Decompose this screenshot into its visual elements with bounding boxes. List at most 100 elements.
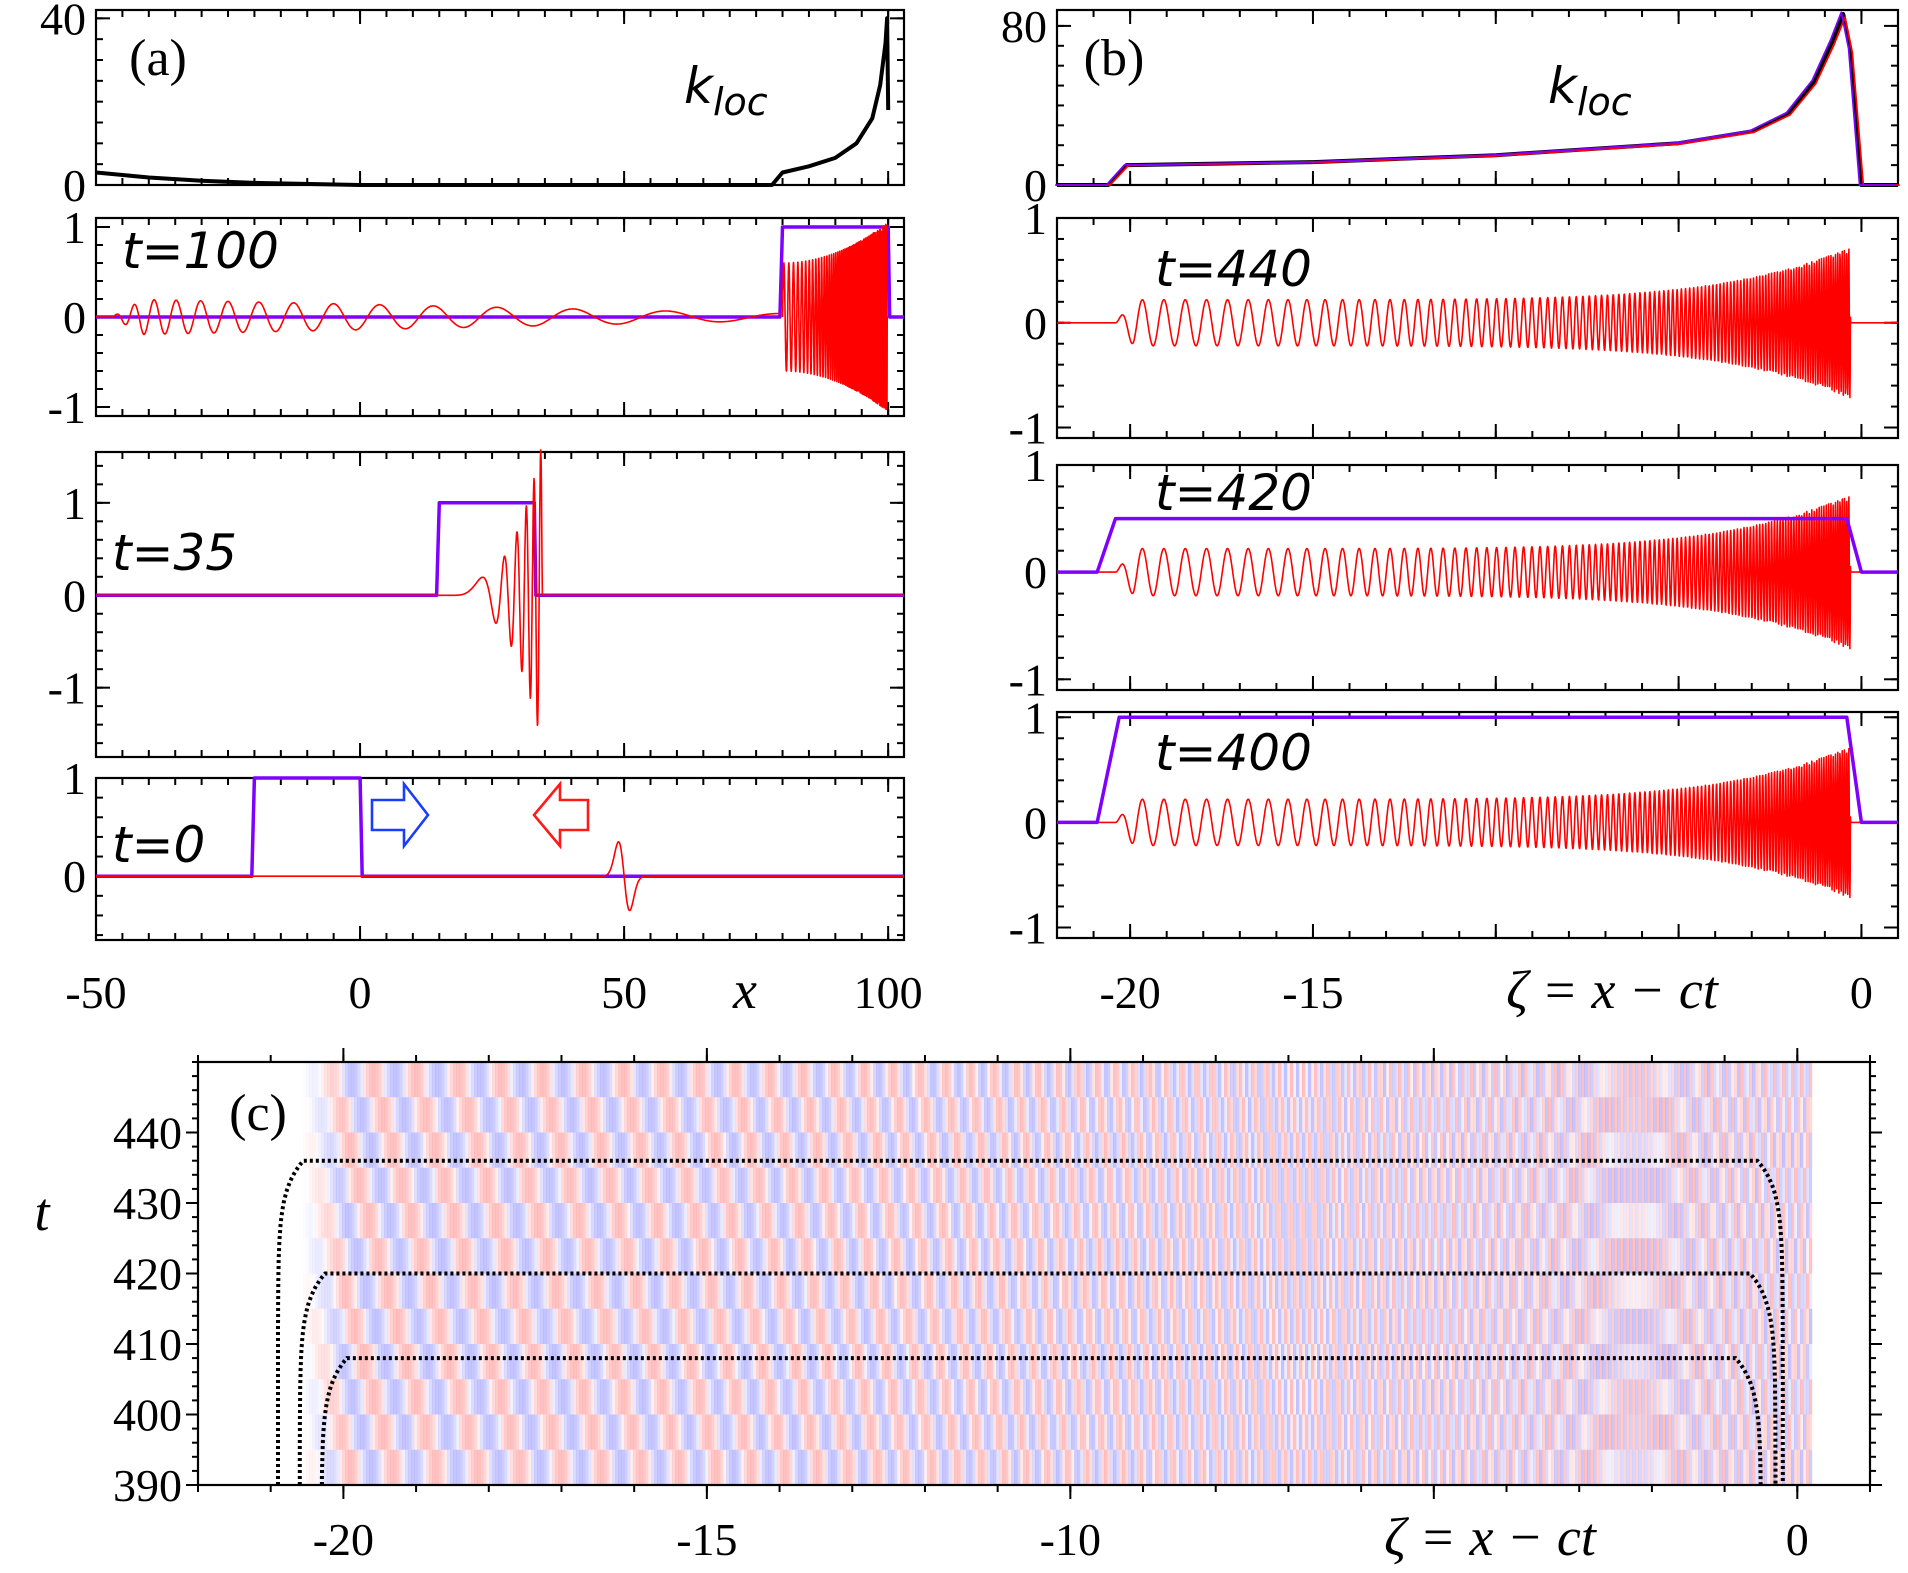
heatmap-cell	[555, 1238, 559, 1274]
heatmap-cell	[1044, 1097, 1048, 1133]
heatmap-cell	[903, 1238, 907, 1274]
heatmap-cell	[789, 1308, 793, 1344]
heatmap-cell	[1302, 1344, 1306, 1380]
heatmap-cell	[663, 1097, 667, 1133]
heatmap-cell	[432, 1062, 436, 1098]
heatmap-cell	[561, 1273, 565, 1309]
heatmap-cell	[330, 1414, 334, 1450]
heatmap-cell	[585, 1062, 589, 1098]
heatmap-cell	[537, 1308, 541, 1344]
heatmap-cell	[1299, 1379, 1303, 1415]
heatmap-cell	[771, 1203, 775, 1239]
heatmap-cell	[1323, 1167, 1327, 1203]
heatmap-cell	[648, 1379, 652, 1415]
heatmap-cell	[1104, 1273, 1108, 1309]
heatmap-cell	[315, 1308, 319, 1344]
heatmap-cell	[1224, 1449, 1228, 1485]
heatmap-cell	[1035, 1238, 1039, 1274]
heatmap-cell	[555, 1132, 559, 1168]
heatmap-cell	[1308, 1308, 1312, 1344]
heatmap-cell	[408, 1273, 412, 1309]
heatmap-cell	[801, 1414, 805, 1450]
heatmap-cell	[660, 1062, 664, 1098]
heatmap-cell	[399, 1132, 403, 1168]
heatmap-cell	[708, 1449, 712, 1485]
heatmap-cell	[795, 1167, 799, 1203]
heatmap-cell	[831, 1203, 835, 1239]
heatmap-cell	[552, 1414, 556, 1450]
heatmap-cell	[1104, 1379, 1108, 1415]
heatmap-cell	[837, 1414, 841, 1450]
heatmap-cell	[669, 1167, 673, 1203]
heatmap-cell	[405, 1379, 409, 1415]
heatmap-cell	[450, 1167, 454, 1203]
heatmap-cell	[912, 1273, 916, 1309]
heatmap-cell	[519, 1344, 523, 1380]
heatmap-cell	[1230, 1379, 1234, 1415]
heatmap-cell	[453, 1449, 457, 1485]
heatmap-cell	[714, 1308, 718, 1344]
heatmap-cell	[774, 1238, 778, 1274]
heatmap-cell	[354, 1097, 358, 1133]
heatmap-cell	[408, 1344, 412, 1380]
heatmap-cell	[909, 1132, 913, 1168]
heatmap-cell	[639, 1308, 643, 1344]
heatmap-cell	[1311, 1097, 1315, 1133]
heatmap-cell	[1251, 1414, 1255, 1450]
heatmap-cell	[519, 1379, 523, 1415]
heatmap-cell	[423, 1238, 427, 1274]
heatmap-cell	[627, 1273, 631, 1309]
heatmap-cell	[1194, 1414, 1198, 1450]
heatmap-cell	[414, 1308, 418, 1344]
heatmap-cell	[975, 1449, 979, 1485]
heatmap-cell	[867, 1414, 871, 1450]
heatmap-cell	[774, 1203, 778, 1239]
heatmap-cell	[1203, 1203, 1207, 1239]
heatmap-cell	[405, 1062, 409, 1098]
heatmap-cell	[567, 1132, 571, 1168]
heatmap-cell	[1290, 1449, 1294, 1485]
heatmap-cell	[825, 1273, 829, 1309]
heatmap-cell	[804, 1203, 808, 1239]
heatmap-cell	[450, 1097, 454, 1133]
heatmap-cell	[585, 1238, 589, 1274]
heatmap-cell	[978, 1132, 982, 1168]
heatmap-cell	[627, 1097, 631, 1133]
heatmap-cell	[1080, 1414, 1084, 1450]
heatmap-cell	[480, 1097, 484, 1133]
heatmap-cell	[1062, 1238, 1066, 1274]
heatmap-cell	[1317, 1203, 1321, 1239]
heatmap-cell	[897, 1449, 901, 1485]
heatmap-cell	[1299, 1203, 1303, 1239]
heatmap-cell	[444, 1238, 448, 1274]
heatmap-cell	[726, 1097, 730, 1133]
heatmap-cell	[1251, 1344, 1255, 1380]
heatmap-cell	[543, 1062, 547, 1098]
heatmap-cell	[1341, 1062, 1345, 1098]
heatmap-cell	[510, 1379, 514, 1415]
heatmap-cell	[1140, 1344, 1144, 1380]
heatmap-cell	[1026, 1167, 1030, 1203]
heatmap-cell	[879, 1097, 883, 1133]
heatmap-cell	[891, 1273, 895, 1309]
heatmap-cell	[1164, 1344, 1168, 1380]
heatmap-cell	[1272, 1097, 1276, 1133]
heatmap-cell	[987, 1379, 991, 1415]
heatmap-cell	[387, 1273, 391, 1309]
heatmap-cell	[321, 1273, 325, 1309]
heatmap-cell	[558, 1379, 562, 1415]
heatmap-cell	[330, 1097, 334, 1133]
heatmap-cell	[357, 1308, 361, 1344]
heatmap-cell	[1272, 1238, 1276, 1274]
heatmap-cell	[804, 1097, 808, 1133]
heatmap-cell	[681, 1414, 685, 1450]
heatmap-cell	[522, 1062, 526, 1098]
heatmap-cell	[321, 1308, 325, 1344]
heatmap-cell	[465, 1449, 469, 1485]
heatmap-cell	[1053, 1097, 1057, 1133]
heatmap-cell	[1191, 1203, 1195, 1239]
heatmap-cell	[708, 1273, 712, 1309]
heatmap-cell	[711, 1203, 715, 1239]
heatmap-cell	[738, 1344, 742, 1380]
heatmap-cell	[1230, 1062, 1234, 1098]
